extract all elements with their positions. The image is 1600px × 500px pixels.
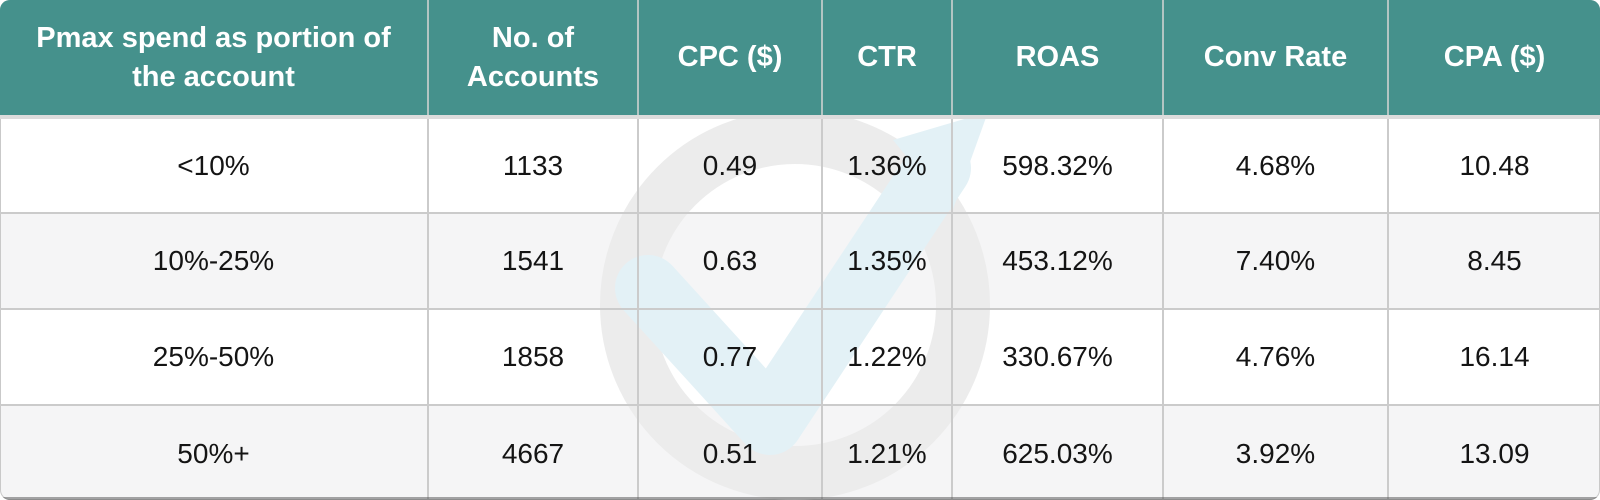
table-cell: 7.40% — [1162, 212, 1389, 310]
table-cell: 50%+ — [0, 404, 429, 500]
table-row: 10%-25% 1541 0.63 1.35% 453.12% 7.40% 8.… — [0, 212, 1600, 310]
table-cell: 0.63 — [637, 212, 823, 310]
table-cell: 453.12% — [951, 212, 1164, 310]
column-header-conv-rate: Conv Rate — [1163, 0, 1389, 119]
table-cell: 3.92% — [1162, 404, 1389, 500]
table-cell: 1133 — [427, 116, 639, 214]
table-header-row: Pmax spend as portion of the account No.… — [0, 0, 1600, 119]
table-cell: 1858 — [427, 308, 639, 406]
column-header-roas: ROAS — [952, 0, 1164, 119]
table-cell: 25%-50% — [0, 308, 429, 406]
table-cell: 16.14 — [1387, 308, 1600, 406]
table-cell: 0.51 — [637, 404, 823, 500]
table-cell: 0.77 — [637, 308, 823, 406]
column-header-cpa: CPA ($) — [1388, 0, 1600, 119]
table-cell: 0.49 — [637, 116, 823, 214]
table-cell: 10%-25% — [0, 212, 429, 310]
table-cell: 8.45 — [1387, 212, 1600, 310]
table-cell: 1.35% — [821, 212, 953, 310]
table-cell: 13.09 — [1387, 404, 1600, 500]
table-cell: 598.32% — [951, 116, 1164, 214]
column-header-ctr: CTR — [822, 0, 953, 119]
table-cell: 4.76% — [1162, 308, 1389, 406]
table-cell: <10% — [0, 116, 429, 214]
table-cell: 1541 — [427, 212, 639, 310]
table-cell: 4.68% — [1162, 116, 1389, 214]
table-cell: 10.48 — [1387, 116, 1600, 214]
table-cell: 1.21% — [821, 404, 953, 500]
table-cell: 625.03% — [951, 404, 1164, 500]
table-cell: 1.36% — [821, 116, 953, 214]
table-cell: 330.67% — [951, 308, 1164, 406]
table-row: 25%-50% 1858 0.77 1.22% 330.67% 4.76% 16… — [0, 308, 1600, 406]
table-cell: 4667 — [427, 404, 639, 500]
column-header-cpc: CPC ($) — [638, 0, 823, 119]
column-header-pmax-spend: Pmax spend as portion of the account — [0, 0, 429, 119]
table-row: 50%+ 4667 0.51 1.21% 625.03% 3.92% 13.09 — [0, 404, 1600, 500]
column-header-no-of-accounts: No. of Accounts — [428, 0, 639, 119]
table-row: <10% 1133 0.49 1.36% 598.32% 4.68% 10.48 — [0, 116, 1600, 214]
table-cell: 1.22% — [821, 308, 953, 406]
